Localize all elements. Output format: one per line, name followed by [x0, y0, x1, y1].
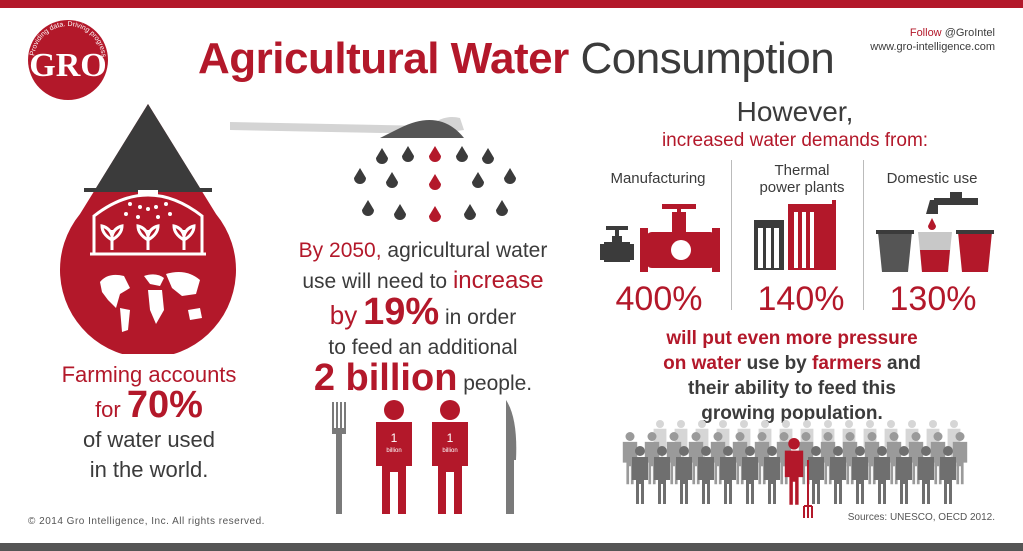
crowd-person	[644, 432, 660, 485]
svg-text:GRO: GRO	[29, 47, 106, 84]
shower-head-illustration	[230, 117, 516, 222]
crowd-person	[874, 446, 890, 504]
world-map-icon	[100, 272, 202, 332]
growth-percent: 19%	[363, 291, 440, 333]
crowd-person	[952, 432, 968, 485]
valve-icon	[600, 204, 720, 272]
svg-text:1: 1	[447, 431, 454, 445]
farming-line1: Farming accounts	[61, 362, 237, 387]
demands-subtitle: increased water demands from:	[661, 130, 929, 151]
crowd-person	[940, 446, 956, 504]
page-title: Agricultural Water Consumption	[198, 34, 835, 84]
crowd-person	[632, 446, 648, 504]
knife-icon	[506, 400, 517, 514]
billion-people-illustration: 1 billion 1 billion	[332, 400, 517, 514]
top-accent-bar	[0, 0, 1023, 8]
crowd-person	[688, 432, 704, 485]
crowd-person	[622, 432, 638, 485]
crowd-person	[710, 432, 726, 485]
svg-text:billion: billion	[386, 448, 401, 454]
thermal-label: Thermal power plants	[759, 162, 845, 196]
water-drop-illustration	[60, 104, 236, 354]
person-icon	[432, 400, 468, 514]
copyright-text: © 2014 Gro Intelligence, Inc. All rights…	[28, 516, 265, 527]
svg-text:1: 1	[391, 431, 398, 445]
crowd-person	[808, 446, 824, 504]
power-plant-icon	[754, 200, 836, 270]
svg-text:billion: billion	[442, 448, 457, 454]
crowd-person	[654, 446, 670, 504]
water-droplets	[354, 146, 516, 222]
fork-icon	[332, 402, 346, 514]
faucet-buckets-icon	[876, 192, 994, 272]
plant-icons	[100, 224, 196, 250]
farming-percent: 70%	[126, 384, 203, 426]
gro-logo: Providing data. Driving progress. GRO	[28, 20, 108, 100]
crowd-person	[896, 446, 912, 504]
pitchfork-icon	[803, 460, 813, 518]
pressure-statement: will put even more pressure on water use…	[663, 328, 921, 424]
manufacturing-label: Manufacturing	[610, 170, 706, 187]
domestic-label: Domestic use	[886, 170, 978, 187]
sprinkler-icon	[124, 190, 172, 219]
bottom-bar	[0, 543, 1023, 551]
crowd-person	[666, 432, 682, 485]
crowd-person	[720, 446, 736, 504]
domestic-percent: 130%	[889, 280, 977, 318]
person-icon	[376, 400, 412, 514]
thermal-percent: 140%	[757, 280, 845, 318]
crowd-person	[918, 446, 934, 504]
twitter-handle[interactable]: @GroIntel	[944, 27, 995, 39]
farmer-icon	[784, 438, 804, 505]
growth-year: By 2050,	[298, 239, 382, 262]
crowd-illustration	[622, 420, 968, 518]
however-word: However,	[736, 96, 854, 127]
crowd-person	[676, 446, 692, 504]
column-divider	[731, 160, 732, 310]
crowd-person	[698, 446, 714, 504]
farming-line3: of water used	[82, 427, 216, 452]
title-dark-part: Consumption	[580, 34, 835, 83]
crowd-person	[830, 446, 846, 504]
farming-statement: Farming accounts for 70% of water used i…	[40, 360, 258, 485]
follow-label: Follow	[909, 27, 942, 39]
follow-block: Follow @GroIntel www.gro-intelligence.co…	[870, 26, 995, 54]
growth-statement: By 2050, agricultural water use will nee…	[298, 239, 548, 399]
crowd-person	[742, 446, 758, 504]
drop-tip	[96, 104, 200, 188]
sources-text: Sources: UNESCO, OECD 2012.	[847, 512, 995, 523]
crowd-person	[852, 446, 868, 504]
website-link[interactable]: www.gro-intelligence.com	[870, 41, 995, 53]
increase-word: increase	[452, 267, 544, 294]
crowd-person	[764, 446, 780, 504]
manufacturing-percent: 400%	[615, 280, 703, 318]
title-red-part: Agricultural Water	[198, 34, 569, 83]
demands-header: However, increased water demands from:	[610, 96, 980, 152]
column-divider	[863, 160, 864, 310]
farming-for: for	[95, 397, 121, 422]
billion-highlight: 2 billion	[313, 357, 458, 399]
farming-line4: in the world.	[89, 457, 209, 482]
